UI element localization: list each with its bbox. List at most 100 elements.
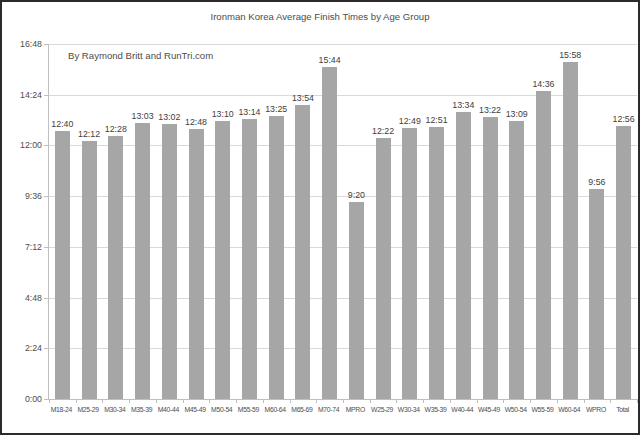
x-axis-tick [637, 399, 638, 403]
bar-M45-49 [189, 129, 204, 399]
x-axis-tick [49, 399, 50, 403]
bar-value-label: 9:56 [588, 177, 605, 187]
plot-area: 12:4012:1212:2813:0313:0212:4813:1013:14… [48, 44, 637, 400]
bar-W55-59 [536, 91, 551, 400]
x-axis-tick [129, 399, 130, 403]
y-axis-tick [44, 44, 48, 45]
x-axis-label: MPRO [346, 406, 365, 413]
y-axis-label: 16:48 [4, 39, 42, 49]
x-axis-label: Total [616, 406, 629, 413]
x-axis-tick [183, 399, 184, 403]
y-axis-label: 14:24 [4, 90, 42, 100]
bar-M40-44 [162, 124, 177, 399]
bar-value-label: 12:49 [399, 116, 421, 126]
y-axis-label: 2:24 [4, 343, 42, 353]
bar-W45-49 [483, 117, 498, 399]
bar-W25-29 [376, 138, 391, 399]
x-axis-label: W30-34 [398, 406, 420, 413]
bar-W35-39 [429, 127, 444, 399]
bar-value-label: 13:54 [292, 93, 314, 103]
x-axis-tick [477, 399, 478, 403]
bar-M50-54 [215, 121, 230, 399]
x-axis-label: M45-49 [184, 406, 205, 413]
x-axis-label: W55-59 [531, 406, 553, 413]
bar-W60-64 [563, 62, 578, 399]
bar-Total [616, 126, 631, 399]
bar-value-label: 13:14 [238, 107, 260, 117]
x-axis-label: W25-29 [371, 406, 393, 413]
bar-value-label: 15:44 [319, 55, 341, 65]
bar-M30-34 [108, 136, 123, 399]
bar-value-label: 13:25 [265, 104, 287, 114]
bar-value-label: 9:20 [348, 190, 365, 200]
bar-WPRO [589, 189, 604, 399]
bar-W30-34 [402, 128, 417, 399]
x-axis-label: M50-54 [211, 406, 232, 413]
x-axis-label: WPRO [586, 406, 606, 413]
x-axis-tick [290, 399, 291, 403]
x-axis-label: M65-69 [291, 406, 312, 413]
x-axis-label: M25-29 [77, 406, 98, 413]
bar-M25-29 [82, 141, 97, 399]
gridline [49, 44, 637, 45]
x-axis-tick [316, 399, 317, 403]
bar-M35-39 [135, 123, 150, 399]
y-axis-tick [44, 95, 48, 96]
bar-value-label: 13:34 [452, 100, 474, 110]
y-axis-label: 9:36 [4, 191, 42, 201]
bar-value-label: 12:48 [185, 117, 207, 127]
x-axis-label: M70-74 [318, 406, 339, 413]
x-axis-tick [584, 399, 585, 403]
bar-M60-64 [269, 116, 284, 400]
x-axis-tick [370, 399, 371, 403]
chart-frame: Ironman Korea Average Finish Times by Ag… [0, 0, 640, 435]
bar-MPRO [349, 202, 364, 399]
x-axis-tick [557, 399, 558, 403]
x-axis-tick [76, 399, 77, 403]
x-axis-label: M40-44 [158, 406, 179, 413]
bar-M65-69 [295, 105, 310, 399]
x-axis-tick [503, 399, 504, 403]
y-axis-tick [44, 348, 48, 349]
x-axis-label: W60-64 [558, 406, 580, 413]
bar-value-label: 13:10 [212, 109, 234, 119]
chart-title: Ironman Korea Average Finish Times by Ag… [2, 11, 638, 22]
bar-value-label: 13:22 [479, 105, 501, 115]
bar-value-label: 12:40 [51, 119, 73, 129]
x-axis-label: W45-49 [478, 406, 500, 413]
x-axis-label: W40-44 [451, 406, 473, 413]
x-axis-tick [102, 399, 103, 403]
x-axis-tick [263, 399, 264, 403]
x-axis-tick [610, 399, 611, 403]
y-axis-label: 7:12 [4, 242, 42, 252]
x-axis-tick [156, 399, 157, 403]
x-axis-label: M35-39 [131, 406, 152, 413]
x-axis-tick [530, 399, 531, 403]
bar-value-label: 14:36 [532, 79, 554, 89]
y-axis-tick [44, 196, 48, 197]
y-axis-label: 4:48 [4, 293, 42, 303]
bar-value-label: 12:28 [105, 124, 127, 134]
x-axis-tick [450, 399, 451, 403]
x-axis-label: M60-64 [265, 406, 286, 413]
x-axis-tick [236, 399, 237, 403]
bar-M55-59 [242, 119, 257, 399]
bar-M18-24 [55, 131, 70, 399]
y-axis-label: 12:00 [4, 140, 42, 150]
bar-value-label: 15:58 [559, 50, 581, 60]
x-axis-tick [209, 399, 210, 403]
bar-value-label: 13:09 [506, 109, 528, 119]
x-axis-label: M30-34 [104, 406, 125, 413]
x-axis-tick [423, 399, 424, 403]
bar-value-label: 13:02 [158, 112, 180, 122]
x-axis-tick [396, 399, 397, 403]
x-axis-label: W35-39 [425, 406, 447, 413]
bar-W50-54 [509, 121, 524, 399]
bar-W40-44 [456, 112, 471, 399]
x-axis-label: M18-24 [51, 406, 72, 413]
bar-value-label: 12:12 [78, 129, 100, 139]
y-axis-tick [44, 247, 48, 248]
y-axis-tick [44, 145, 48, 146]
bar-value-label: 12:56 [613, 114, 635, 124]
bar-value-label: 12:22 [372, 126, 394, 136]
